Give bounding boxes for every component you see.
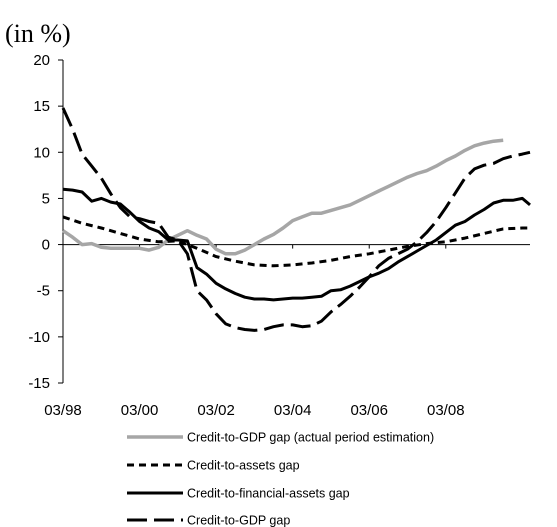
legend-label-2: Credit-to-assets gap — [187, 459, 300, 473]
series-line-2 — [62, 215, 530, 268]
y-tick-label: -10 — [28, 329, 50, 346]
x-tick-label: 03/00 — [121, 402, 159, 419]
x-tick-label: 03/06 — [350, 402, 388, 419]
x-tick-label: 03/08 — [427, 402, 465, 419]
legend: Credit-to-GDP gap (actual period estimat… — [127, 431, 434, 527]
y-tick-label: 5 — [42, 190, 50, 207]
y-tick-label: 0 — [42, 237, 50, 254]
x-tick-label: 03/04 — [274, 402, 312, 419]
y-tick-label: 20 — [33, 52, 50, 69]
series-line-1 — [62, 138, 504, 256]
series-layer — [61, 107, 531, 332]
unit-label: (in %) — [5, 19, 71, 48]
x-tick-label: 03/02 — [197, 402, 235, 419]
x-axis: 03/98 03/00 03/02 03/04 03/06 03/08 — [44, 244, 530, 419]
y-axis: -15 -10 -5 0 5 10 15 20 — [28, 52, 64, 392]
y-tick-label: -15 — [28, 375, 50, 392]
series-line-3 — [62, 187, 531, 302]
series-line-4 — [61, 107, 531, 332]
y-tick-label: 10 — [33, 144, 50, 161]
y-tick-label: 15 — [33, 98, 50, 115]
x-tick-label: 03/98 — [44, 402, 82, 419]
legend-label-1: Credit-to-GDP gap (actual period estimat… — [187, 431, 434, 445]
legend-label-4: Credit-to-GDP gap — [187, 514, 290, 527]
y-tick-label: -5 — [37, 283, 50, 300]
legend-label-3: Credit-to-financial-assets gap — [187, 487, 350, 501]
